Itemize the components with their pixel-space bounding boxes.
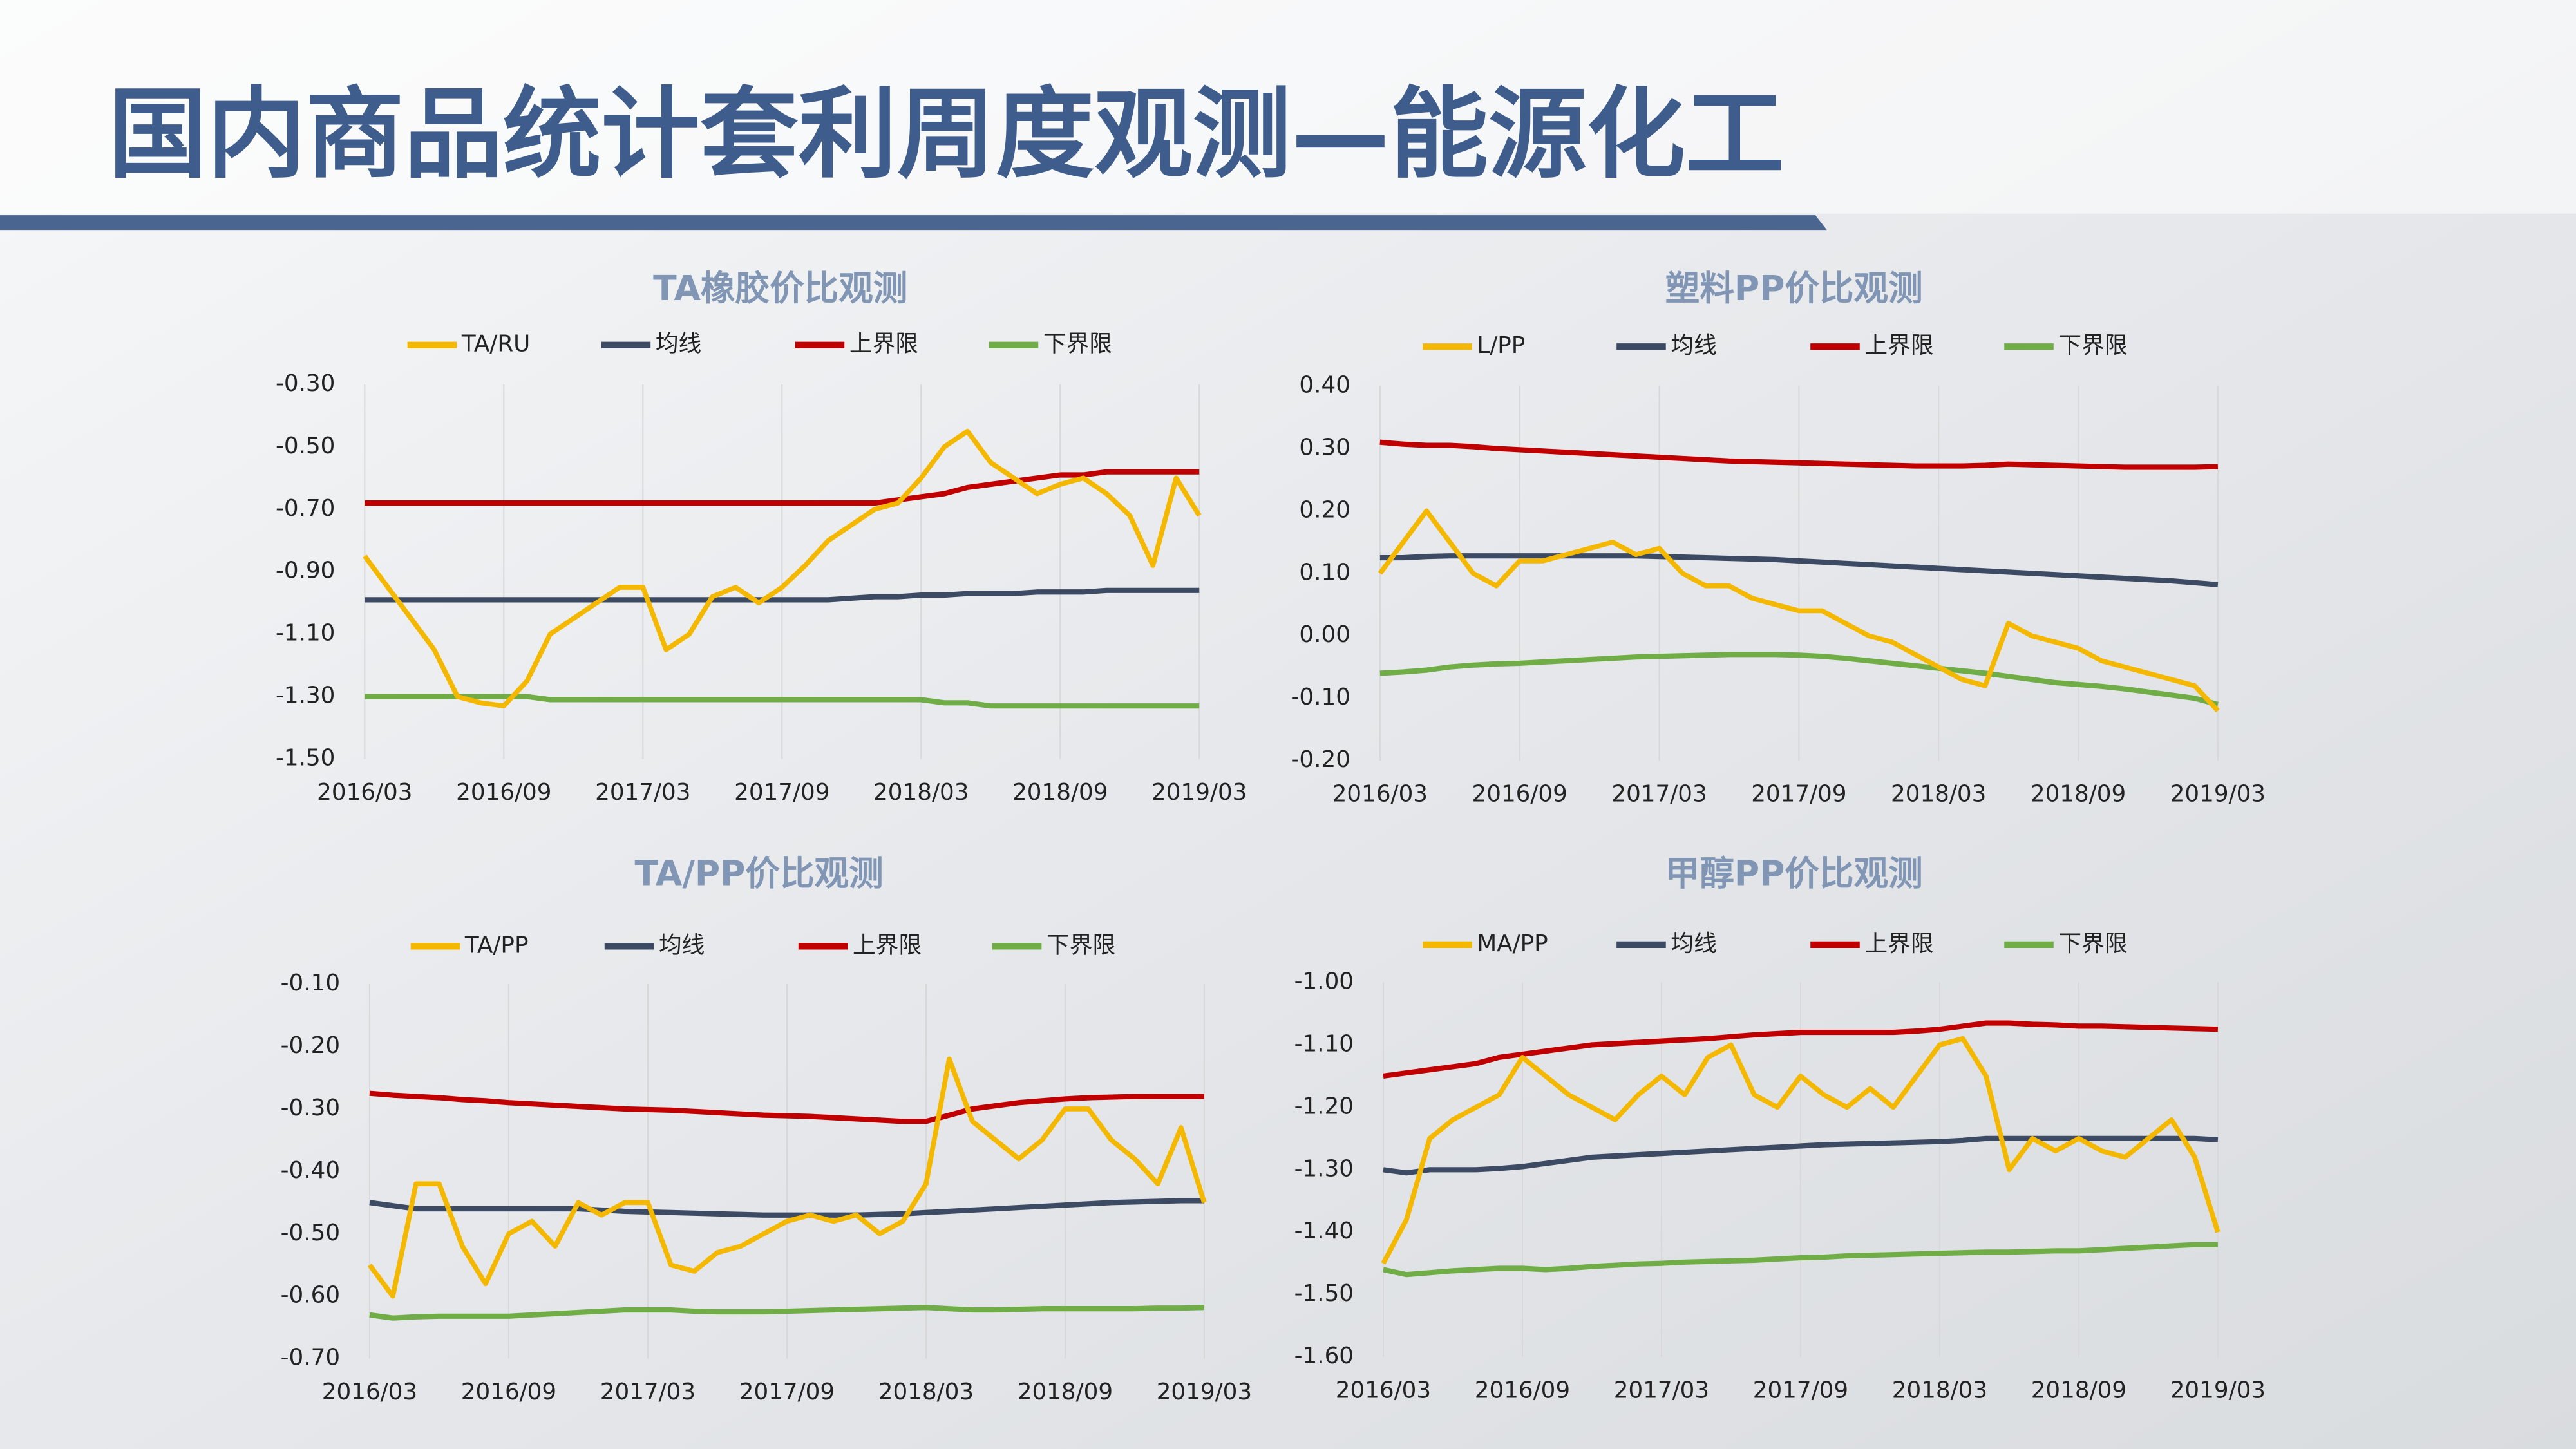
y-tick-label: -0.70 bbox=[276, 495, 335, 522]
y-tick-label: -1.10 bbox=[276, 620, 335, 647]
legend-label: 上界限 bbox=[849, 331, 918, 357]
series-line bbox=[1379, 553, 2219, 587]
legend-label: TA/PP bbox=[464, 932, 529, 958]
x-tick-label: 2017/09 bbox=[1753, 1378, 1848, 1404]
legend-label: L/PP bbox=[1477, 332, 1525, 359]
x-tick-label: 2018/09 bbox=[2031, 781, 2126, 808]
y-tick-label: 0.20 bbox=[1299, 497, 1350, 523]
series-line bbox=[1383, 1020, 2218, 1079]
legend-label: TA/RU bbox=[461, 331, 530, 357]
y-tick-label: -0.10 bbox=[281, 970, 340, 996]
series-line bbox=[1383, 1242, 2218, 1278]
legend-label: MA/PP bbox=[1477, 931, 1548, 957]
series-line bbox=[1379, 439, 2218, 470]
y-tick-label: 0.00 bbox=[1299, 621, 1350, 648]
x-tick-label: 2016/09 bbox=[1472, 781, 1567, 808]
y-tick-label: -0.40 bbox=[281, 1157, 340, 1184]
legend-label: 下界限 bbox=[1043, 331, 1112, 357]
slide-title: 国内商品统计套利周度观测—能源化工 bbox=[108, 77, 1784, 192]
x-tick-label: 2016/03 bbox=[317, 779, 412, 806]
legend-label: 上界限 bbox=[853, 932, 922, 958]
series-line bbox=[367, 1056, 1207, 1299]
y-tick-label: -1.10 bbox=[1294, 1030, 1354, 1057]
y-tick-label: -0.70 bbox=[281, 1345, 340, 1371]
x-tick-label: 2016/09 bbox=[1475, 1378, 1570, 1404]
x-tick-label: 2019/03 bbox=[2170, 1378, 2266, 1404]
legend-label: 均线 bbox=[659, 932, 705, 958]
y-tick-label: -1.00 bbox=[1294, 969, 1354, 995]
x-tick-label: 2017/03 bbox=[595, 779, 690, 806]
series-line bbox=[369, 1198, 1204, 1218]
title-underline bbox=[0, 215, 1827, 231]
x-tick-label: 2018/03 bbox=[1891, 781, 1986, 808]
legend-label: 均线 bbox=[1671, 332, 1716, 359]
y-tick-label: -1.30 bbox=[1294, 1155, 1354, 1182]
x-tick-label: 2017/03 bbox=[1611, 781, 1707, 808]
x-tick-label: 2018/09 bbox=[1018, 1379, 1113, 1405]
y-tick-label: -0.20 bbox=[1291, 746, 1350, 773]
chart-title: TA/PP价比观测 bbox=[634, 853, 883, 893]
y-tick-label: 0.30 bbox=[1299, 434, 1350, 460]
series-line bbox=[365, 694, 1200, 709]
x-tick-label: 2016/03 bbox=[1336, 1378, 1431, 1404]
legend-label: 上界限 bbox=[1864, 332, 1933, 359]
x-tick-label: 2017/03 bbox=[1614, 1378, 1709, 1404]
series-line bbox=[1381, 1036, 2221, 1265]
chart-title: TA橡胶价比观测 bbox=[653, 268, 907, 308]
legend-label: 下界限 bbox=[2058, 931, 2127, 957]
series-line bbox=[369, 1090, 1204, 1124]
x-tick-label: 2016/03 bbox=[322, 1379, 417, 1405]
x-tick-label: 2018/03 bbox=[873, 779, 969, 806]
legend-label: 下界限 bbox=[2058, 332, 2127, 359]
y-tick-label: -0.90 bbox=[276, 558, 335, 584]
series-line bbox=[363, 428, 1202, 708]
y-tick-label: -0.50 bbox=[281, 1220, 340, 1246]
y-tick-label: -0.30 bbox=[281, 1095, 340, 1121]
x-tick-label: 2017/09 bbox=[734, 779, 829, 806]
header-band bbox=[0, 0, 2576, 214]
legend-label: 均线 bbox=[656, 331, 701, 357]
series-line bbox=[1379, 652, 2219, 707]
legend-label: 上界限 bbox=[1864, 931, 1933, 957]
x-tick-label: 2017/09 bbox=[1751, 781, 1846, 808]
x-tick-label: 2016/09 bbox=[461, 1379, 556, 1405]
x-tick-label: 2017/03 bbox=[600, 1379, 696, 1405]
series-line bbox=[365, 587, 1200, 603]
legend-label: 均线 bbox=[1671, 931, 1716, 957]
series-line bbox=[369, 1305, 1205, 1321]
y-tick-label: -0.20 bbox=[281, 1032, 340, 1059]
legend-label: 下界限 bbox=[1046, 932, 1115, 958]
x-tick-label: 2017/09 bbox=[739, 1379, 835, 1405]
x-tick-label: 2019/03 bbox=[2170, 781, 2266, 808]
chart-title: 甲醇PP价比观测 bbox=[1665, 853, 1923, 893]
chart-title: 塑料PP价比观测 bbox=[1665, 268, 1923, 308]
y-tick-label: -0.50 bbox=[276, 433, 335, 459]
x-tick-label: 2016/09 bbox=[456, 779, 551, 806]
y-tick-label: -1.50 bbox=[1294, 1280, 1354, 1307]
x-tick-label: 2018/09 bbox=[2031, 1378, 2126, 1404]
y-tick-label: -0.10 bbox=[1291, 684, 1350, 710]
y-tick-label: 0.10 bbox=[1299, 559, 1350, 585]
series-line bbox=[1378, 508, 2220, 713]
x-tick-label: 2019/03 bbox=[1151, 779, 1247, 806]
series-line bbox=[365, 469, 1200, 506]
x-tick-label: 2018/09 bbox=[1012, 779, 1108, 806]
y-tick-label: -1.50 bbox=[276, 745, 335, 772]
y-tick-label: -1.60 bbox=[1294, 1343, 1354, 1369]
x-tick-label: 2019/03 bbox=[1157, 1379, 1252, 1405]
y-tick-label: -1.20 bbox=[1294, 1093, 1354, 1119]
y-tick-label: -1.40 bbox=[1294, 1218, 1354, 1244]
x-tick-label: 2018/03 bbox=[1892, 1378, 1987, 1404]
y-tick-label: -0.60 bbox=[281, 1282, 340, 1309]
y-tick-label: -1.30 bbox=[276, 683, 335, 709]
x-tick-label: 2018/03 bbox=[878, 1379, 974, 1405]
y-tick-label: 0.40 bbox=[1299, 372, 1350, 398]
x-tick-label: 2016/03 bbox=[1332, 781, 1428, 808]
y-tick-label: -0.30 bbox=[276, 370, 335, 397]
